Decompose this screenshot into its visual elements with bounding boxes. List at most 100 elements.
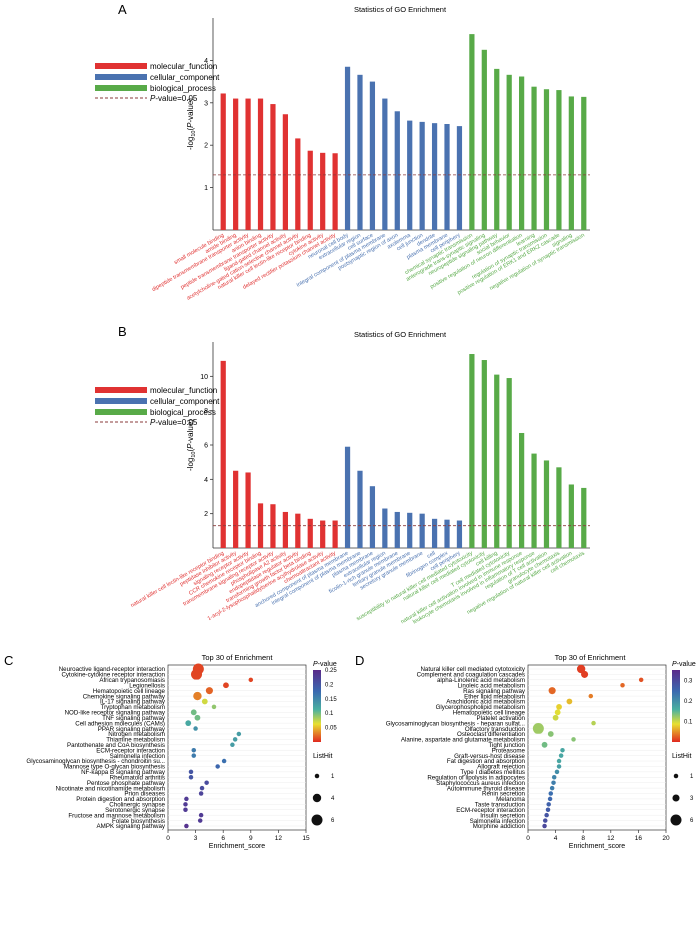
x-tick-label: 12 — [607, 835, 615, 842]
legend-a-cc-label: cellular_component — [150, 73, 220, 82]
pathway-label: AMPK signaling pathway — [97, 823, 166, 830]
bar — [481, 49, 487, 230]
pathway-label: Tryptophan metabolism — [101, 704, 165, 711]
bar — [494, 68, 500, 230]
panel-letter-c: C — [4, 653, 13, 668]
pathway-label: Serotonergic synapse — [105, 807, 165, 814]
bar — [519, 432, 525, 548]
pathway-label: Osteoclast differentiation — [457, 731, 526, 738]
bubble-point — [197, 818, 203, 823]
bubble-point — [566, 698, 573, 705]
bubble-point — [591, 720, 596, 726]
y-tick-label: 10 — [200, 374, 208, 381]
bar — [245, 472, 251, 548]
pathway-label: Proteasome — [492, 747, 526, 754]
bubble-point — [183, 807, 188, 813]
x-axis-title: Enrichment_score — [209, 843, 266, 850]
bar — [282, 114, 288, 230]
pathway-label: Protein digestion and absorption — [76, 796, 165, 803]
x-tick-label: 15 — [302, 835, 310, 842]
bubble-point — [191, 668, 203, 680]
bubble-point — [232, 737, 238, 742]
x-tick-label: 0 — [166, 835, 170, 842]
bubble-point — [571, 737, 576, 742]
pathway-label: Glycosaminoglycan biosynthesis - chondro… — [26, 758, 165, 765]
pathway-label: Ras signaling pathway — [463, 688, 526, 695]
legend-a-cc-swatch — [95, 74, 147, 80]
pathway-label: Staphylococcus aureus infection — [436, 780, 525, 787]
bubble-point — [191, 747, 197, 753]
pathway-label: Mannose type O-glycan biosynthesis — [64, 764, 165, 771]
bubble-point — [620, 682, 625, 688]
bubble-point — [547, 731, 554, 737]
size-legend-dot — [311, 814, 323, 826]
bar — [369, 81, 376, 230]
y-tick-label: 4 — [204, 477, 208, 484]
chart-b-title: Statistics of GO Enrichment — [354, 330, 447, 339]
bar — [444, 124, 450, 230]
bar — [456, 520, 463, 548]
x-tick-label: 0 — [526, 835, 530, 842]
pathway-label: Fat digestion and absorption — [447, 758, 526, 765]
x-tick-label: 12 — [275, 835, 283, 842]
bar — [543, 89, 550, 231]
size-legend-title: ListHit — [313, 753, 333, 760]
legend-b-bp-label: biological_process — [150, 408, 216, 417]
bubble-point — [215, 764, 220, 769]
pathway-label: alpha-Linolenic acid metabolism — [437, 677, 525, 684]
pathway-label: Taste transduction — [475, 802, 526, 809]
bubble-point — [548, 791, 554, 796]
bubble-point — [554, 709, 561, 716]
pathway-label: NF-kappa B signaling pathway — [81, 769, 166, 776]
color-gradient-bar — [313, 670, 321, 742]
y-axis-title: -log10(P-value) — [186, 419, 197, 471]
legend-b-cc-swatch — [95, 398, 147, 404]
legend-a-mf-label: molecular_function — [150, 62, 217, 71]
legend-a-threshold-label: P-value=0.05 — [150, 94, 198, 103]
pathway-label: Legionellosis — [129, 682, 165, 689]
bar — [295, 138, 301, 230]
bubble-point — [542, 823, 547, 829]
bubble-point — [556, 703, 562, 710]
legend-b-bp-swatch — [95, 409, 147, 415]
bar — [543, 460, 550, 548]
bubble-point — [581, 670, 589, 678]
bubble-point — [230, 742, 235, 748]
pathway-label: Folate biosynthesis — [112, 818, 165, 825]
pathway-label: IL-17 signaling pathway — [100, 699, 166, 706]
size-legend-label: 6 — [331, 818, 335, 824]
plot-frame — [527, 664, 667, 831]
pathway-label: Type I diabetes mellitus — [460, 769, 525, 776]
bubble-point — [190, 709, 197, 716]
bubble-point — [184, 823, 189, 829]
legend-a-mf-swatch — [95, 63, 147, 69]
bubble-point — [558, 753, 564, 758]
pathway-label: Hematopoietic cell lineage — [453, 710, 526, 717]
legend-a: molecular_function cellular_component bi… — [95, 62, 220, 103]
x-tick-label: 8 — [581, 835, 585, 842]
bar — [369, 486, 376, 548]
bar — [394, 111, 400, 230]
bar — [332, 153, 338, 230]
legend-b: molecular_function cellular_component bi… — [95, 386, 220, 427]
pathway-label: Natural killer cell mediated cytotoxicit… — [420, 666, 525, 673]
bubble-point — [541, 741, 548, 748]
pathway-label: Graft-versus-host disease — [454, 753, 525, 760]
bar — [270, 104, 276, 230]
y-tick-label: 6 — [204, 443, 208, 450]
pathway-label: Cell adhesion molecules (CAMs) — [75, 720, 165, 727]
bubble-point — [185, 720, 192, 727]
bubble-point — [248, 677, 254, 683]
bubble-point — [546, 802, 551, 807]
bubble-point — [188, 775, 194, 780]
bubble-point — [545, 807, 551, 813]
pathway-label: Linoleic acid metabolism — [458, 682, 525, 689]
pathway-label: Allograft rejection — [477, 764, 525, 771]
bubble-point — [198, 812, 204, 818]
bar — [357, 470, 363, 548]
pathway-label: Pantothenate and CoA biosynthesis — [67, 742, 165, 749]
bar — [419, 121, 425, 230]
bar — [531, 86, 537, 230]
bubble-point — [548, 687, 556, 695]
